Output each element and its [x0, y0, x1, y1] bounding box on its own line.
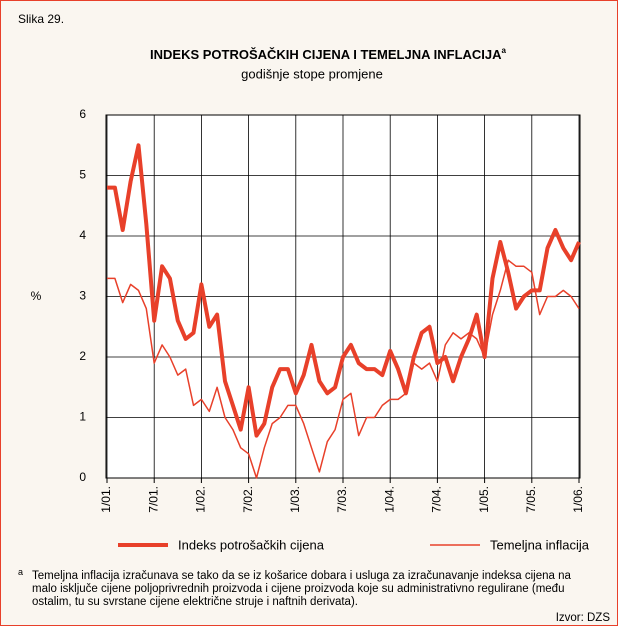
chart-title: INDEKS POTROŠAČKIH CIJENA I TEMELJNA INF… [150, 46, 507, 62]
y-tick-label: 2 [79, 349, 86, 363]
y-axis-label: % [31, 289, 42, 303]
footnote: Temeljna inflacija izračunava se tako da… [32, 570, 571, 608]
x-tick-label: 7/04. [430, 486, 444, 513]
series-line [107, 143, 581, 438]
y-tick-label: 5 [79, 168, 86, 182]
plot-border [105, 114, 581, 479]
x-tick-label: 1/03. [288, 486, 302, 513]
title-text: INDEKS POTROŠAČKIH CIJENA I TEMELJNA INF… [150, 47, 502, 62]
x-tick-label: 1/06. [571, 486, 585, 513]
chart-subtitle: godišnje stope promjene [241, 66, 383, 81]
x-tick-label: 7/02. [241, 486, 255, 513]
x-tick-label: 7/01. [146, 486, 160, 513]
y-tick-label: 3 [79, 289, 86, 303]
x-tick-label: 1/01. [99, 486, 113, 513]
x-tick-label: 7/05. [524, 486, 538, 513]
x-tick-label: 7/03. [335, 486, 349, 513]
source: Izvor: DZS [555, 612, 610, 624]
x-tick-label: 1/02. [194, 486, 208, 513]
footnote-marker: a [18, 567, 24, 577]
series-line [107, 259, 580, 479]
y-tick-label: 6 [79, 107, 86, 121]
y-tick-label: 1 [79, 410, 86, 424]
x-tick-label: 1/05. [477, 486, 491, 513]
x-tick-label: 1/04. [382, 486, 396, 513]
y-tick-label: 4 [79, 228, 86, 242]
legend-label: Temeljna inflacija [490, 537, 590, 552]
y-tick-label: 0 [79, 470, 86, 484]
legend-label: Indeks potrošačkih cijena [178, 537, 325, 552]
figure-label: Slika 29. [18, 12, 64, 26]
title-note: a [502, 46, 507, 55]
